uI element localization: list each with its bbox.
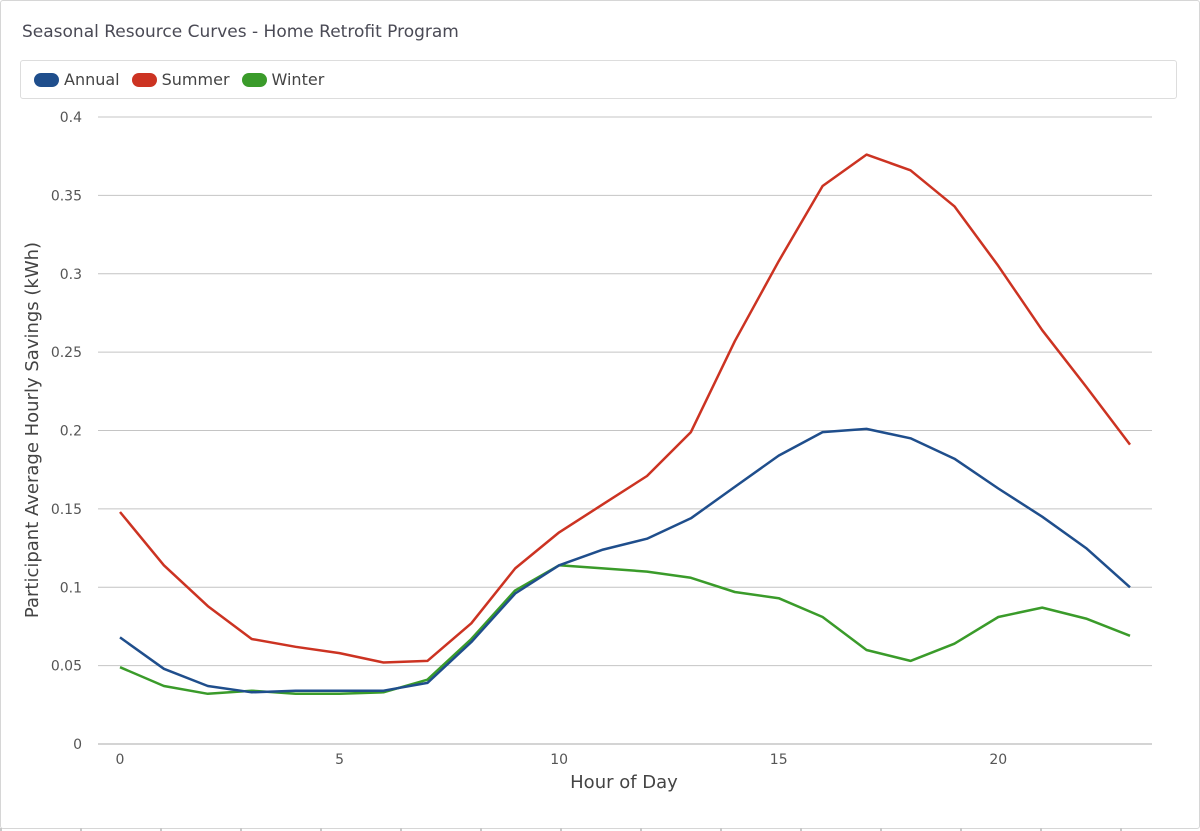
legend-swatch-summer bbox=[131, 72, 157, 87]
y-tick-labels: 0 0.05 0.1 0.15 0.2 0.25 0.3 0.35 0.4 bbox=[51, 110, 82, 753]
y-tick-label: 0.35 bbox=[51, 188, 82, 204]
y-tick-label: 0.3 bbox=[60, 267, 82, 283]
y-tick-label: 0.1 bbox=[60, 580, 82, 596]
x-axis-title: Hour of Day bbox=[570, 772, 678, 793]
legend-item-winter[interactable]: Winter bbox=[241, 70, 325, 89]
y-tick-label: 0.05 bbox=[51, 659, 82, 675]
x-tick-label: 20 bbox=[989, 752, 1007, 768]
y-tick-label: 0.4 bbox=[60, 110, 82, 126]
legend-swatch-winter bbox=[241, 72, 267, 87]
y-axis-title: Participant Average Hourly Savings (kWh) bbox=[22, 242, 43, 618]
x-tick-label: 15 bbox=[770, 752, 788, 768]
bottom-edge bbox=[0, 828, 1200, 831]
x-tick-labels: 0 5 10 15 20 bbox=[115, 752, 1007, 768]
series-line-summer[interactable] bbox=[119, 153, 1131, 664]
y-tick-label: 0.15 bbox=[51, 502, 82, 518]
gridlines bbox=[98, 116, 1152, 745]
y-tick-label: 0.2 bbox=[60, 424, 82, 440]
legend-label-annual: Annual bbox=[64, 70, 120, 89]
legend: Annual Summer Winter bbox=[20, 60, 1177, 99]
legend-item-annual[interactable]: Annual bbox=[34, 70, 120, 89]
y-tick-label: 0.25 bbox=[51, 345, 82, 361]
legend-label-winter: Winter bbox=[271, 70, 325, 89]
x-tick-label: 10 bbox=[550, 752, 568, 768]
x-tick-label: 5 bbox=[335, 752, 344, 768]
series-line-annual[interactable] bbox=[119, 427, 1131, 694]
chart-title: Seasonal Resource Curves - Home Retrofit… bbox=[22, 22, 459, 42]
y-tick-label: 0 bbox=[73, 737, 82, 753]
series-lines bbox=[119, 153, 1131, 696]
legend-swatch-annual bbox=[34, 72, 59, 87]
x-tick-label: 0 bbox=[115, 752, 124, 768]
legend-item-summer[interactable]: Summer bbox=[131, 70, 230, 89]
legend-label-summer: Summer bbox=[161, 70, 230, 89]
series-line-winter[interactable] bbox=[119, 564, 1131, 696]
